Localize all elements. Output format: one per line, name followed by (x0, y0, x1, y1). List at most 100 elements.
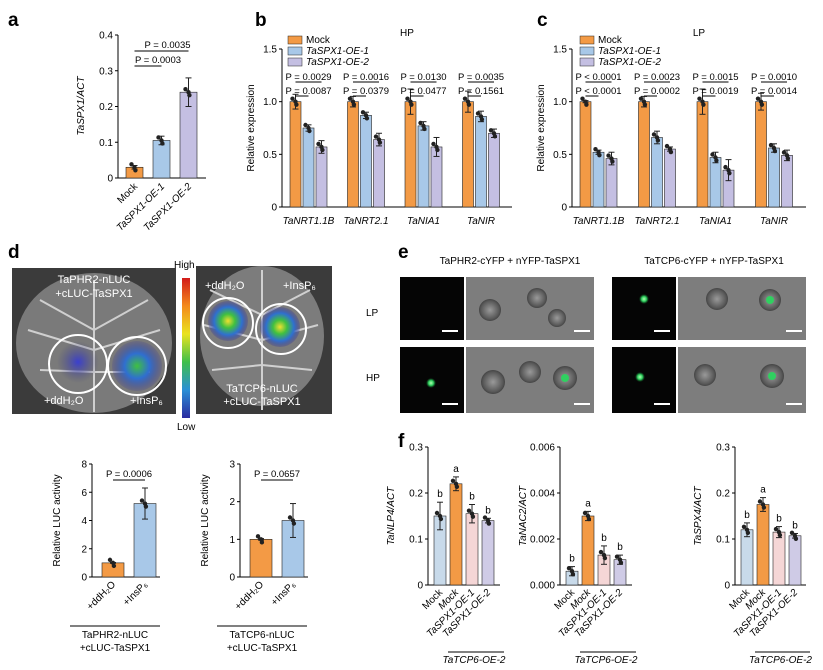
data-point (582, 510, 588, 516)
data-point (156, 135, 161, 140)
bar (462, 101, 474, 208)
data-point (593, 147, 598, 152)
bar (449, 483, 463, 586)
data-point (364, 116, 370, 121)
data-point (584, 102, 589, 107)
x-category-label: TaNRT2.1 (343, 216, 388, 227)
data-point (727, 170, 732, 176)
x-tick-label: TaSPX1-OE-2 (142, 181, 195, 234)
chart-b: 0 0.5 1.0 1.5 Relative expression HP P = 0.002… (246, 28, 512, 227)
data-point (638, 96, 644, 101)
legend-swatch (579, 57, 595, 67)
panel-letter-b: b (255, 10, 267, 31)
data-point (143, 504, 149, 509)
x-category-label: TaNIR (760, 216, 788, 227)
bar (417, 125, 430, 208)
y-tick-label: 0.5 (553, 150, 567, 161)
data-point (450, 478, 456, 483)
data-point (759, 102, 765, 107)
data-point (187, 93, 192, 98)
data-point (768, 142, 774, 148)
p-value: P = 0.0035 (144, 40, 190, 51)
y-tick-label: 0 (561, 203, 567, 214)
y-tick-label: 1.5 (263, 45, 277, 56)
significance-letter: a (760, 485, 766, 496)
data-point (347, 96, 353, 101)
data-point (580, 96, 585, 101)
p-value: P = 0.0130 (400, 72, 446, 83)
y-tick-label: 0.2 (409, 489, 423, 500)
y-tick-label: 1 (229, 535, 235, 546)
x-tick-label: +InsP₆ (121, 579, 150, 608)
x-tick-label: +ddH₂O (233, 579, 266, 612)
infiltration-circle (48, 334, 108, 394)
data-point (316, 141, 321, 147)
p-value: P = 0.0014 (751, 86, 797, 97)
data-point (454, 484, 460, 489)
x-category-label: TaNIA1 (407, 216, 440, 227)
bar (302, 127, 315, 208)
y-tick-label: 2 (81, 544, 87, 555)
y-tick-label: 4 (81, 516, 87, 527)
luc-signal-ddh2o (208, 301, 248, 341)
yfp-signal (639, 294, 649, 304)
y-tick-label: 0.002 (530, 535, 555, 546)
infiltration-circle (255, 303, 307, 355)
data-point (793, 536, 799, 541)
significance-letter: b (485, 505, 491, 516)
p-value: P = 0.0016 (343, 72, 389, 83)
y-tick-label: 1.0 (263, 97, 277, 108)
data-point (111, 563, 117, 569)
chart-title: LP (693, 28, 706, 39)
significance-letter: b (601, 533, 607, 544)
y-tick-label: 0 (724, 581, 730, 592)
bar (756, 504, 770, 586)
significance-letter: b (744, 510, 750, 521)
p-value: P = 0.0019 (692, 86, 738, 97)
luc-signal-insp6 (260, 307, 300, 347)
data-point (789, 530, 795, 535)
data-point (482, 515, 488, 520)
p-value: P = 0.1561 (458, 86, 504, 97)
bar (249, 539, 273, 578)
group-label: TaTCP6-OE-2 (443, 655, 506, 666)
data-point (773, 526, 779, 532)
data-point (160, 141, 165, 146)
data-point (351, 102, 357, 107)
legend-label: Mock (306, 35, 331, 46)
cell (694, 364, 716, 386)
bar (360, 115, 372, 208)
p-value: P = 0.0477 (400, 86, 446, 97)
data-point (466, 508, 472, 513)
y-tick-label: 0.2 (99, 102, 113, 113)
y-tick-label: 8 (81, 460, 87, 471)
panel-letter-c: c (537, 10, 548, 31)
data-point (492, 134, 498, 139)
y-tick-label: 2 (229, 497, 235, 508)
y-tick-label: 0.5 (263, 150, 277, 161)
legend-swatch (287, 57, 303, 67)
bar (475, 116, 487, 208)
data-point (360, 110, 366, 115)
data-point (255, 534, 261, 539)
data-point (431, 141, 436, 147)
data-point (373, 134, 379, 139)
y-tick-label: 0.3 (716, 443, 730, 454)
yfp-image-lp-1 (400, 277, 464, 340)
y-tick-label: 1.5 (553, 45, 567, 56)
construct-label: +cLUC-TaSPX1 (227, 643, 298, 654)
bar (768, 147, 780, 208)
bar (315, 146, 328, 208)
bar (638, 101, 650, 208)
bar (740, 529, 754, 586)
p-value: P = 0.0015 (692, 72, 738, 83)
y-axis-label: Relative LUC activity (52, 474, 63, 566)
group-label: TaTCP6-OE-2 (575, 655, 638, 666)
data-point (745, 530, 751, 535)
panel-letter-f: f (398, 431, 405, 452)
y-axis-label: TaSPX1/ACT (76, 76, 87, 136)
bar (481, 520, 495, 586)
panel-letter-d: d (8, 242, 20, 263)
bar (404, 101, 417, 208)
